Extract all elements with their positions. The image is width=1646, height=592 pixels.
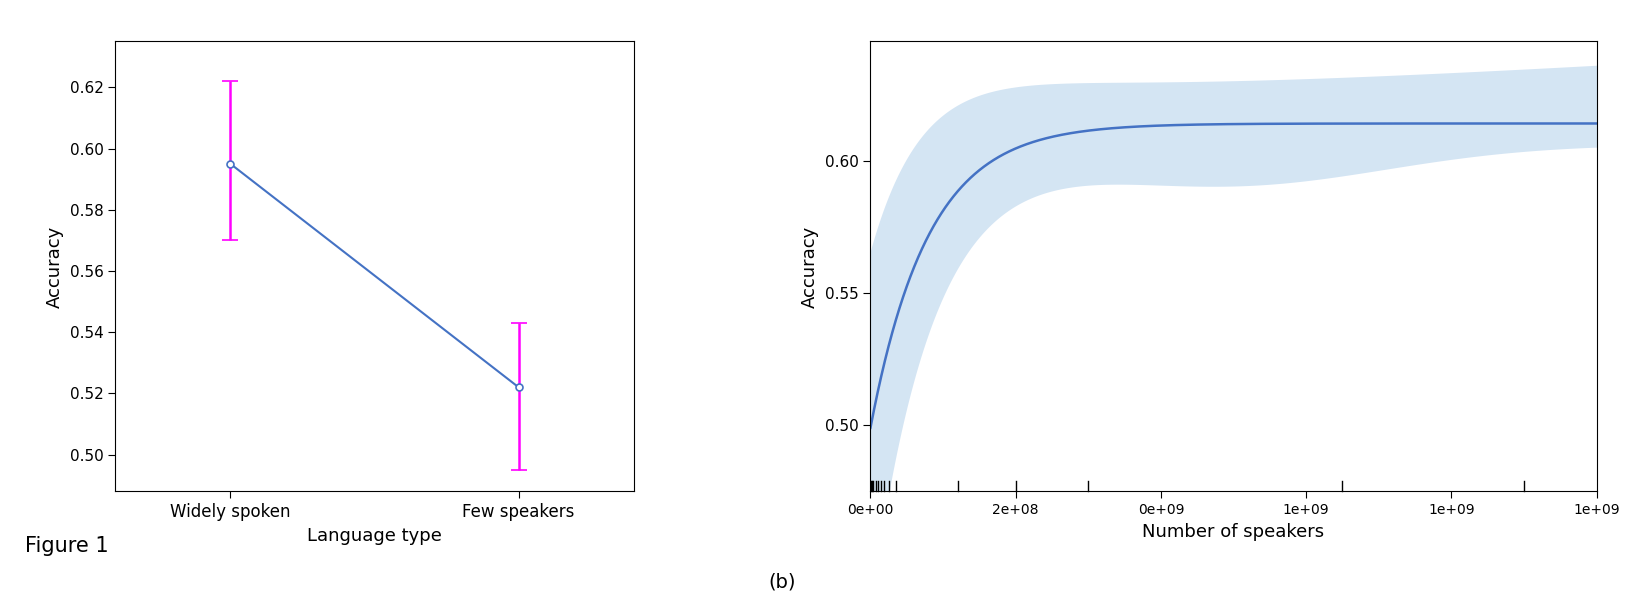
Y-axis label: Accuracy: Accuracy: [802, 226, 820, 307]
X-axis label: Number of speakers: Number of speakers: [1142, 523, 1325, 540]
Y-axis label: Accuracy: Accuracy: [46, 226, 64, 307]
Text: (b): (b): [769, 572, 797, 591]
X-axis label: Language type: Language type: [308, 527, 443, 545]
Text: Figure 1: Figure 1: [25, 536, 109, 556]
